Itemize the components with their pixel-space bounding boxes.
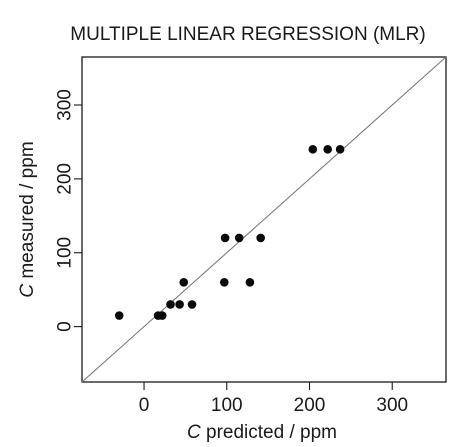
identity-reference-line: [81, 56, 447, 383]
data-point: [114, 311, 124, 320]
y-tick-label: 300: [55, 89, 76, 121]
y-tick-label: 200: [55, 163, 76, 195]
y-tick-label: 100: [55, 237, 76, 269]
x-tick-label: 300: [376, 395, 408, 416]
data-point: [335, 145, 345, 154]
data-point: [179, 277, 189, 287]
x-axis-symbol: C: [187, 422, 201, 443]
y-axis-ticks: 0 100 200 300: [55, 89, 82, 332]
x-tick-label: 100: [211, 395, 243, 416]
chart-title: MULTIPLE LINEAR REGRESSION (MLR): [70, 24, 425, 45]
x-tick-label: 0: [139, 395, 150, 416]
data-point: [166, 300, 175, 309]
y-axis-symbol: C: [17, 284, 38, 298]
x-axis-label: C predicted / ppm: [187, 422, 337, 443]
data-point: [220, 233, 230, 243]
data-point: [245, 277, 255, 287]
data-point: [234, 233, 244, 243]
data-point: [175, 300, 184, 309]
x-axis-ticks: 0 100 200 300: [139, 382, 408, 416]
y-tick-label: 0: [55, 321, 76, 332]
y-axis-label: C measured / ppm: [17, 141, 38, 297]
plot-frame: [81, 56, 447, 383]
data-point: [256, 233, 265, 243]
data-point: [219, 277, 229, 287]
data-points: [114, 145, 345, 320]
x-tick-label: 200: [294, 395, 326, 416]
data-point: [157, 311, 167, 320]
data-point: [308, 145, 318, 154]
y-axis-unit-text: measured / ppm: [17, 141, 38, 284]
data-point: [323, 145, 333, 154]
data-point: [187, 300, 197, 309]
x-axis-unit-text: predicted / ppm: [201, 422, 337, 443]
